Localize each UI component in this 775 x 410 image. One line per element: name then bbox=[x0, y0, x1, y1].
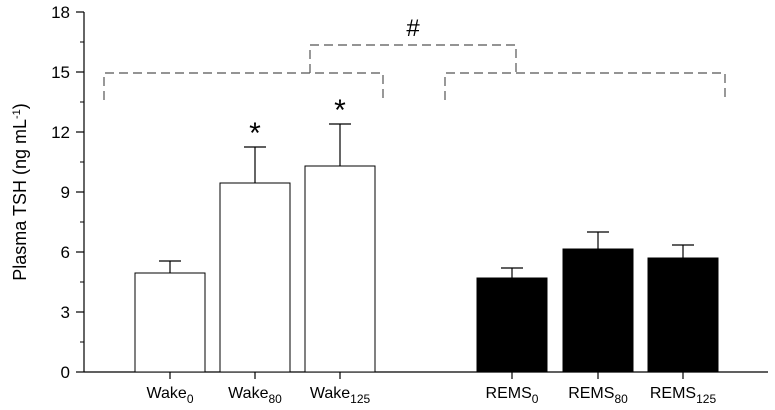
bar bbox=[476, 277, 548, 373]
x-tick-label: Wake125 bbox=[310, 385, 371, 406]
comparison-bracket bbox=[309, 44, 517, 73]
x-axis: Wake0 Wake80 Wake125 REMS0 REMS80 REMS125 bbox=[84, 371, 768, 406]
y-axis: 0 3 6 9 12 15 18 bbox=[51, 3, 85, 382]
y-tick-label: 12 bbox=[51, 123, 70, 142]
x-tick-label: REMS0 bbox=[486, 385, 539, 406]
bar bbox=[562, 248, 634, 373]
bar bbox=[134, 272, 206, 373]
y-axis-label: Plasma TSH (ng mL-1) bbox=[10, 103, 30, 281]
bar bbox=[219, 182, 291, 373]
y-tick-label: 3 bbox=[61, 303, 70, 322]
bar bbox=[304, 165, 376, 373]
y-tick-label: 18 bbox=[51, 3, 70, 22]
y-tick-label: 9 bbox=[61, 183, 70, 202]
group-bracket bbox=[444, 72, 726, 100]
y-tick-label: 6 bbox=[61, 243, 70, 262]
y-tick-label: 0 bbox=[61, 363, 70, 382]
bars bbox=[134, 123, 719, 373]
x-tick-label: REMS80 bbox=[568, 385, 628, 406]
significance-star: * bbox=[249, 117, 261, 150]
y-tick-label: 15 bbox=[51, 63, 70, 82]
bar bbox=[647, 257, 719, 373]
significance-marks: ** bbox=[249, 94, 346, 150]
comparison-brackets: # bbox=[103, 15, 726, 100]
group-significance-mark: # bbox=[406, 15, 420, 42]
significance-star: * bbox=[334, 94, 346, 127]
x-tick-label: REMS125 bbox=[650, 385, 717, 406]
x-tick-label: Wake0 bbox=[147, 385, 194, 406]
x-tick-label: Wake80 bbox=[228, 385, 282, 406]
